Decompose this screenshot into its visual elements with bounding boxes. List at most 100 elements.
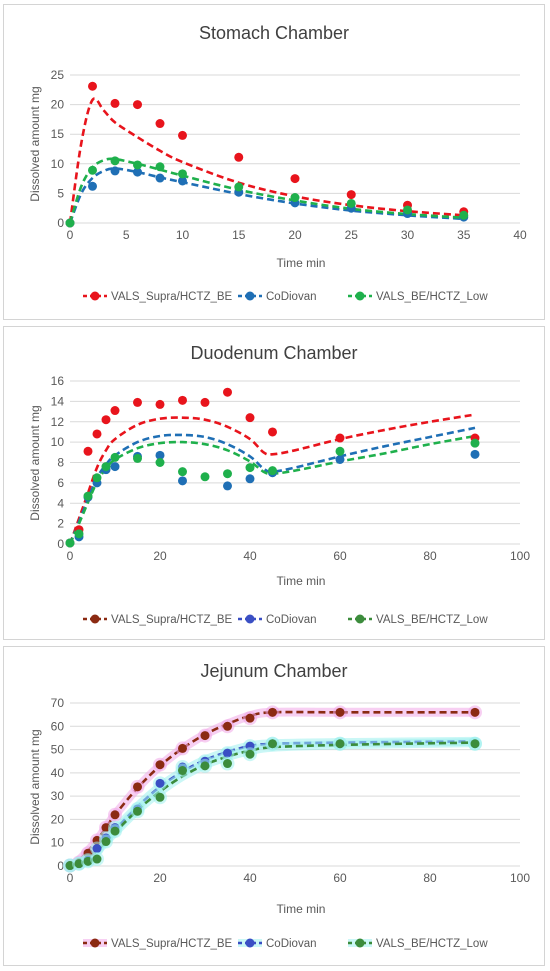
data-point bbox=[178, 176, 187, 186]
data-point bbox=[223, 759, 232, 769]
y-tick-label: 30 bbox=[51, 789, 65, 803]
data-point bbox=[268, 427, 277, 437]
legend-marker bbox=[90, 614, 100, 624]
fit-curve bbox=[69, 740, 476, 868]
data-point bbox=[92, 473, 102, 483]
data-point bbox=[223, 721, 232, 731]
x-axis-label: Time min bbox=[277, 256, 326, 270]
data-point bbox=[101, 415, 111, 425]
data-point bbox=[223, 387, 232, 397]
y-tick-label: 60 bbox=[51, 719, 65, 733]
x-tick-label: 60 bbox=[333, 549, 347, 563]
legend-entry: VALS_Supra/HCTZ_BE bbox=[83, 614, 233, 626]
data-point bbox=[470, 707, 480, 717]
x-tick-label: 30 bbox=[401, 228, 415, 242]
data-point bbox=[110, 98, 120, 108]
chart-title: Duodenum Chamber bbox=[190, 343, 357, 363]
x-tick-label: 15 bbox=[232, 228, 246, 242]
duodenum-chart-svg: Duodenum Chamber 0 2 4 6 8 10 12 14 16 0 20 40 60 80… bbox=[28, 343, 531, 626]
data-point bbox=[133, 160, 142, 170]
data-point bbox=[65, 218, 75, 228]
data-point bbox=[223, 748, 232, 758]
data-point bbox=[346, 190, 356, 200]
data-point bbox=[74, 529, 84, 539]
x-tick-label: 10 bbox=[176, 228, 190, 242]
y-tick-label: 0 bbox=[57, 216, 64, 230]
data-point bbox=[133, 100, 142, 110]
data-point bbox=[245, 463, 255, 473]
legend-marker bbox=[245, 938, 255, 948]
data-point bbox=[223, 469, 232, 479]
data-points bbox=[63, 705, 482, 873]
data-point bbox=[133, 397, 142, 407]
chart-title: Stomach Chamber bbox=[199, 23, 349, 43]
fit-curve bbox=[68, 426, 476, 545]
x-tick-labels: 0 20 40 60 80 100 bbox=[67, 549, 531, 563]
data-point bbox=[133, 806, 142, 816]
jejunum-chart-svg: Jejunum Chamber 0 10 20 30 40 50 60 70 0 20 40 60 8… bbox=[28, 661, 530, 950]
y-tick-label: 5 bbox=[57, 186, 64, 200]
legend: VALS_Supra/HCTZ_BE CoDiovan VALS_BE/HCTZ_L… bbox=[83, 938, 488, 950]
stomach-chart-svg: Stomach Chamber 0 5 10 15 20 25 0 5 10 15 20 25 30 3… bbox=[28, 23, 527, 303]
gridlines bbox=[70, 74, 520, 224]
legend-entry: CoDiovan bbox=[238, 291, 317, 303]
y-axis-label: Dissolved amount mg bbox=[28, 405, 42, 520]
y-tick-labels: 0 10 20 30 40 50 60 70 bbox=[51, 696, 65, 873]
y-tick-label: 50 bbox=[51, 743, 65, 757]
data-point bbox=[101, 462, 111, 472]
fit-glow bbox=[65, 738, 480, 871]
data-point bbox=[110, 406, 120, 416]
legend: VALS_Supra/HCTZ_BE CoDiovan VALS_BE/HCTZ_L… bbox=[83, 614, 488, 626]
data-point bbox=[155, 450, 165, 460]
legend-marker bbox=[355, 938, 365, 948]
x-axis-label: Time min bbox=[277, 574, 326, 588]
y-tick-label: 15 bbox=[51, 127, 65, 141]
x-tick-label: 100 bbox=[510, 871, 530, 885]
legend-marker bbox=[355, 614, 365, 624]
y-tick-label: 70 bbox=[51, 696, 65, 710]
data-point bbox=[403, 205, 412, 215]
data-point bbox=[178, 467, 187, 477]
x-tick-label: 25 bbox=[345, 228, 359, 242]
legend-marker bbox=[90, 938, 100, 948]
data-point bbox=[234, 182, 244, 192]
data-point bbox=[268, 466, 277, 476]
duodenum-chart-panel: Duodenum Chamber 0 2 4 6 8 10 12 14 16 0 20 40 60 80… bbox=[3, 326, 545, 640]
x-tick-label: 60 bbox=[333, 871, 347, 885]
data-point bbox=[110, 826, 120, 836]
legend-marker bbox=[355, 291, 365, 301]
legend-label: VALS_Supra/HCTZ_BE bbox=[111, 938, 233, 950]
x-tick-label: 0 bbox=[67, 871, 74, 885]
y-tick-label: 20 bbox=[51, 98, 65, 112]
legend: VALS_Supra/HCTZ_BE CoDiovan VALS_BE/HCTZ_L… bbox=[83, 291, 488, 303]
data-point bbox=[155, 778, 165, 788]
data-point bbox=[335, 739, 345, 749]
data-point bbox=[110, 452, 120, 462]
data-point bbox=[110, 156, 120, 166]
y-tick-label: 20 bbox=[51, 812, 65, 826]
y-tick-labels: 0 5 10 15 20 25 bbox=[51, 68, 65, 230]
y-tick-label: 16 bbox=[51, 374, 65, 388]
data-point bbox=[178, 130, 187, 140]
data-point bbox=[133, 782, 142, 792]
data-point bbox=[101, 837, 111, 847]
data-points bbox=[65, 81, 469, 228]
legend-label: CoDiovan bbox=[266, 938, 317, 950]
data-point bbox=[245, 413, 255, 423]
data-point bbox=[88, 165, 97, 175]
x-axis-label: Time min bbox=[277, 902, 326, 916]
y-tick-label: 10 bbox=[51, 157, 65, 171]
data-point bbox=[234, 152, 244, 162]
x-tick-label: 100 bbox=[510, 549, 530, 563]
data-point bbox=[83, 446, 93, 456]
legend-label: CoDiovan bbox=[266, 291, 317, 303]
data-point bbox=[335, 433, 345, 443]
jejunum-chart-panel: Jejunum Chamber 0 10 20 30 40 50 60 70 0 20 40 60 8… bbox=[3, 646, 545, 966]
data-point bbox=[335, 454, 345, 464]
data-point bbox=[223, 481, 232, 491]
data-point bbox=[459, 210, 469, 220]
data-point bbox=[83, 491, 93, 501]
data-point bbox=[155, 760, 165, 770]
data-point bbox=[155, 173, 165, 183]
data-point bbox=[65, 538, 75, 548]
